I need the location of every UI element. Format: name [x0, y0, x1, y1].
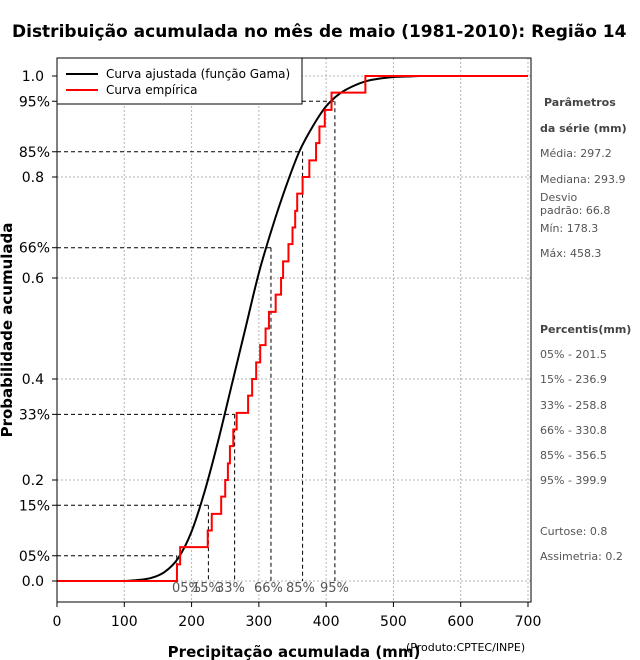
stat-mediana: Mediana: 293.9: [540, 173, 625, 186]
percentile-95: 95% - 399.9: [540, 474, 607, 487]
x-tick-label: 0: [53, 614, 62, 630]
params-heading-2: da série (mm): [540, 122, 627, 135]
plot-frame: [56, 57, 532, 603]
percentile-33: 33% - 258.8: [540, 399, 607, 412]
percentile-guides: 05%15%33% 66% 85% 95%: [57, 100, 349, 596]
percentile-85: 85% - 356.5: [540, 449, 607, 462]
y-percent-label: 33%: [19, 407, 50, 423]
empirical-step-curve: [57, 75, 528, 582]
stat-assimetria: Assimetria: 0.2: [540, 550, 623, 563]
x-tick-label: 100: [111, 614, 138, 630]
y-percent-label: 95%: [19, 94, 50, 110]
side-panel: Parâmetros da série (mm) Média: 297.2 Me…: [540, 96, 631, 563]
y-tick-label: 0.0: [22, 574, 44, 590]
legend-label-gamma: Curva ajustada (função Gama): [106, 67, 290, 81]
x-axis-title: Precipitação acumulada (mm): [168, 643, 421, 660]
x-tick-label: 400: [313, 614, 340, 630]
x-tick-label: 300: [245, 614, 272, 630]
y-percent-label: 15%: [19, 498, 50, 514]
y-axis-title: Probabilidade acumulada: [0, 223, 16, 438]
stat-max: Máx: 458.3: [540, 247, 601, 260]
y-percent-label: 85%: [19, 145, 50, 161]
legend: Curva ajustada (função Gama) Curva empír…: [56, 57, 303, 105]
percentile-66: 66% - 330.8: [540, 424, 607, 437]
percentile-15: 15% - 236.9: [540, 373, 607, 386]
percentile-axis-label: 05%: [172, 581, 201, 596]
y-tick-label: 0.6: [22, 271, 44, 287]
stat-media: Média: 297.2: [540, 147, 612, 160]
y-tick-label: 1.0: [22, 69, 44, 85]
chart-title: Distribuição acumulada no mês de maio (1…: [12, 22, 627, 42]
percentile-axis-label: 66%: [254, 581, 283, 596]
params-heading-1: Parâmetros: [544, 96, 616, 109]
percentile-axis-label: 95%: [320, 581, 349, 596]
grid-lines: [56, 58, 531, 602]
percentile-axis-label: 15%: [192, 581, 221, 596]
gamma-fit-curve: [57, 74, 441, 582]
x-tick-label: 700: [515, 614, 542, 630]
percentis-heading: Percentis(mm): [540, 323, 631, 336]
credit-text: (Produto:CPTEC/INPE): [406, 641, 525, 654]
y-percent-label: 05%: [19, 549, 50, 565]
x-tick-label: 600: [447, 614, 474, 630]
axes: 0 100 200 300 400 500 600 700 0.0 0.2 0.4 0.6 0.8 1.0…: [19, 69, 541, 630]
percentile-05: 05% - 201.5: [540, 348, 607, 361]
stat-desvio-line-1: Desvio: [540, 191, 578, 204]
percentile-axis-label: 85%: [286, 581, 315, 596]
x-tick-label: 200: [178, 614, 205, 630]
series-lines: [57, 74, 528, 582]
x-tick-label: 500: [380, 614, 407, 630]
percentile-axis-label: 33%: [216, 581, 245, 596]
y-tick-label: 0.4: [22, 372, 44, 388]
stat-desvio-line-2: padrão: 66.8: [540, 204, 610, 217]
y-percent-label: 66%: [19, 241, 50, 257]
legend-box: [56, 57, 303, 105]
stat-curtose: Curtose: 0.8: [540, 525, 607, 538]
stat-min: Mín: 178.3: [540, 222, 598, 235]
legend-label-empirical: Curva empírica: [106, 83, 197, 97]
y-tick-label: 0.2: [22, 473, 44, 489]
y-tick-label: 0.8: [22, 170, 44, 186]
